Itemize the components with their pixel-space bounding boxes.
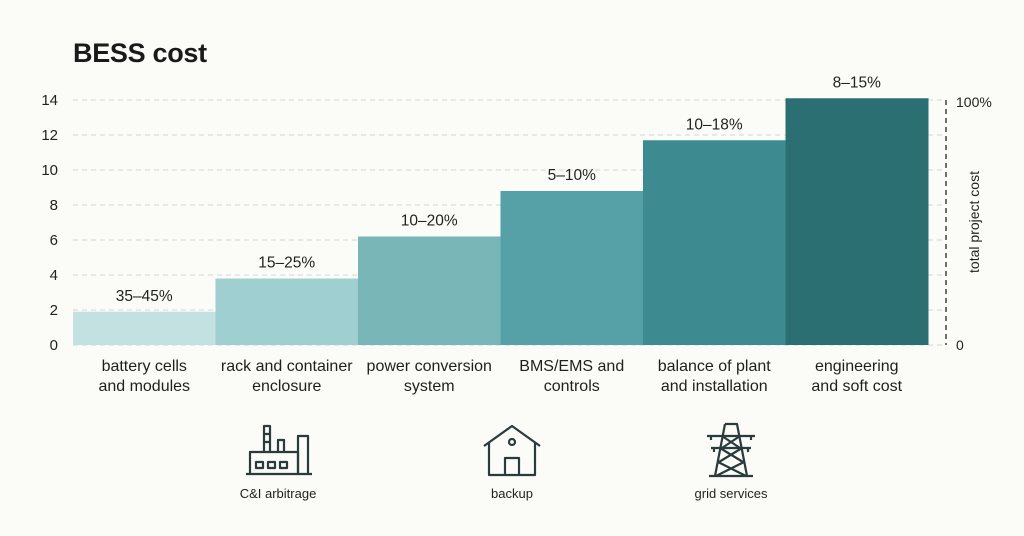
y-tick-label: 4 [50,267,58,284]
bar [73,311,216,345]
icon-label-grid-services: grid services [694,486,768,501]
bar [500,191,644,345]
category-label-line: and installation [660,378,768,395]
y-tick-label: 6 [50,232,58,249]
secondary-axis-top-label: 100% [956,94,992,110]
category-label: battery cells and modules [74,357,214,397]
y-tick-label: 10 [41,162,58,179]
grid-services-block: grid services [661,422,801,501]
category-label: rack and container enclosure [217,357,357,397]
category-label-line: and modules [98,378,191,395]
data-label: 15–25% [258,255,315,272]
house-icon [483,424,541,477]
backup-block: backup [442,422,582,501]
category-label-line: power conversion [366,358,492,375]
y-tick-label: 8 [50,197,58,214]
category-label-line: controls [543,378,600,395]
ci-arbitrage-block: C&I arbitrage [208,422,348,501]
data-label: 10–18% [686,116,743,133]
category-label-line: enclosure [252,378,322,395]
y-tick-label: 0 [50,337,58,354]
data-label: 35–45% [116,288,173,305]
factory-icon [246,424,312,476]
category-label-line: engineering [814,358,899,375]
category-label-line: battery cells [101,358,187,375]
bar [785,98,929,345]
category-label-line: rack and container [220,358,353,375]
category-label-line: system [403,378,455,395]
data-label: 10–20% [401,213,458,230]
y-tick-label: 2 [50,302,58,319]
category-label: balance of plant and installation [644,357,784,397]
category-label: power conversion system [359,357,499,397]
bar [358,236,501,345]
y-tick-label: 12 [41,127,58,144]
category-label: BMS/EMS and controls [502,357,642,397]
category-label: engineering and soft cost [787,357,927,397]
category-label-line: and soft cost [811,378,903,395]
data-label: 5–10% [548,167,596,184]
chart-title: BESS cost [73,38,207,68]
bar [643,140,786,345]
bar [215,278,359,345]
icon-label-backup: backup [491,486,533,501]
icon-label-ci-arbitrage: C&I arbitrage [239,486,317,501]
data-label: 8–15% [833,74,881,91]
category-label-line: BMS/EMS and [519,358,625,375]
secondary-axis-label: total project cost [966,171,982,273]
secondary-axis-bottom-label: 0 [956,337,964,353]
category-label-line: balance of plant [657,358,771,375]
y-tick-label: 14 [41,92,58,109]
transmission-tower-icon [707,422,755,478]
